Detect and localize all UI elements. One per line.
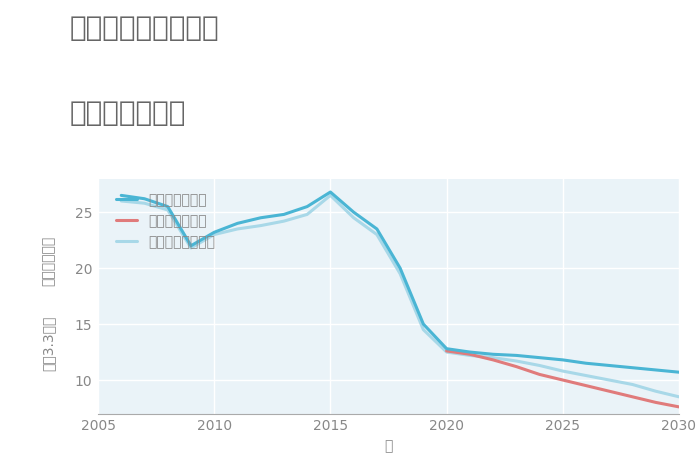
Line: ノーマルシナリオ: ノーマルシナリオ bbox=[121, 196, 679, 397]
グッドシナリオ bbox=[140, 196, 148, 202]
バッドシナリオ bbox=[466, 352, 474, 357]
ノーマルシナリオ bbox=[280, 218, 288, 224]
X-axis label: 年: 年 bbox=[384, 439, 393, 453]
ノーマルシナリオ bbox=[187, 245, 195, 251]
ノーマルシナリオ bbox=[652, 388, 660, 394]
ノーマルシナリオ bbox=[512, 358, 521, 364]
グッドシナリオ bbox=[652, 367, 660, 373]
ノーマルシナリオ bbox=[559, 368, 567, 374]
グッドシナリオ bbox=[559, 357, 567, 363]
グッドシナリオ bbox=[303, 204, 312, 210]
ノーマルシナリオ bbox=[349, 215, 358, 220]
ノーマルシナリオ bbox=[582, 373, 590, 378]
ノーマルシナリオ bbox=[164, 207, 172, 213]
Legend: グッドシナリオ, バッドシナリオ, ノーマルシナリオ: グッドシナリオ, バッドシナリオ, ノーマルシナリオ bbox=[111, 188, 220, 255]
グッドシナリオ bbox=[210, 229, 218, 235]
グッドシナリオ bbox=[326, 189, 335, 195]
グッドシナリオ bbox=[442, 346, 451, 352]
ノーマルシナリオ bbox=[396, 271, 405, 276]
グッドシナリオ bbox=[164, 204, 172, 210]
グッドシナリオ bbox=[536, 355, 544, 360]
グッドシナリオ bbox=[349, 209, 358, 215]
Line: バッドシナリオ: バッドシナリオ bbox=[447, 351, 679, 407]
バッドシナリオ bbox=[512, 364, 521, 369]
ノーマルシナリオ bbox=[303, 212, 312, 217]
Text: 土地の価格推移: 土地の価格推移 bbox=[70, 99, 186, 127]
ノーマルシナリオ bbox=[256, 223, 265, 228]
ノーマルシナリオ bbox=[536, 363, 544, 368]
グッドシナリオ bbox=[396, 265, 405, 271]
グッドシナリオ bbox=[675, 369, 683, 375]
バッドシナリオ bbox=[489, 357, 497, 363]
バッドシナリオ bbox=[582, 383, 590, 388]
ノーマルシナリオ bbox=[140, 200, 148, 206]
Text: 埼玉県羽生市須影の: 埼玉県羽生市須影の bbox=[70, 14, 220, 42]
バッドシナリオ bbox=[559, 377, 567, 383]
ノーマルシナリオ bbox=[419, 327, 428, 332]
グッドシナリオ bbox=[582, 360, 590, 366]
グッドシナリオ bbox=[372, 226, 381, 232]
グッドシナリオ bbox=[233, 220, 242, 226]
バッドシナリオ bbox=[652, 400, 660, 405]
ノーマルシナリオ bbox=[489, 355, 497, 360]
ノーマルシナリオ bbox=[210, 232, 218, 237]
ノーマルシナリオ bbox=[605, 377, 613, 383]
グッドシナリオ bbox=[280, 212, 288, 217]
Text: 坪（3.3㎡）: 坪（3.3㎡） bbox=[41, 315, 55, 371]
ノーマルシナリオ bbox=[442, 349, 451, 355]
グッドシナリオ bbox=[256, 215, 265, 220]
グッドシナリオ bbox=[629, 365, 637, 370]
バッドシナリオ bbox=[442, 348, 451, 354]
グッドシナリオ bbox=[117, 193, 125, 198]
ノーマルシナリオ bbox=[233, 226, 242, 232]
バッドシナリオ bbox=[536, 372, 544, 377]
ノーマルシナリオ bbox=[117, 198, 125, 204]
ノーマルシナリオ bbox=[675, 394, 683, 399]
グッドシナリオ bbox=[466, 349, 474, 355]
グッドシナリオ bbox=[512, 352, 521, 358]
ノーマルシナリオ bbox=[466, 352, 474, 358]
バッドシナリオ bbox=[605, 388, 613, 394]
Line: グッドシナリオ: グッドシナリオ bbox=[121, 192, 679, 372]
グッドシナリオ bbox=[489, 352, 497, 357]
グッドシナリオ bbox=[419, 321, 428, 327]
ノーマルシナリオ bbox=[326, 193, 335, 198]
バッドシナリオ bbox=[675, 404, 683, 410]
Text: 単価（万円）: 単価（万円） bbox=[41, 236, 55, 286]
グッドシナリオ bbox=[605, 363, 613, 368]
ノーマルシナリオ bbox=[372, 232, 381, 237]
バッドシナリオ bbox=[629, 394, 637, 399]
ノーマルシナリオ bbox=[629, 382, 637, 387]
グッドシナリオ bbox=[187, 243, 195, 249]
